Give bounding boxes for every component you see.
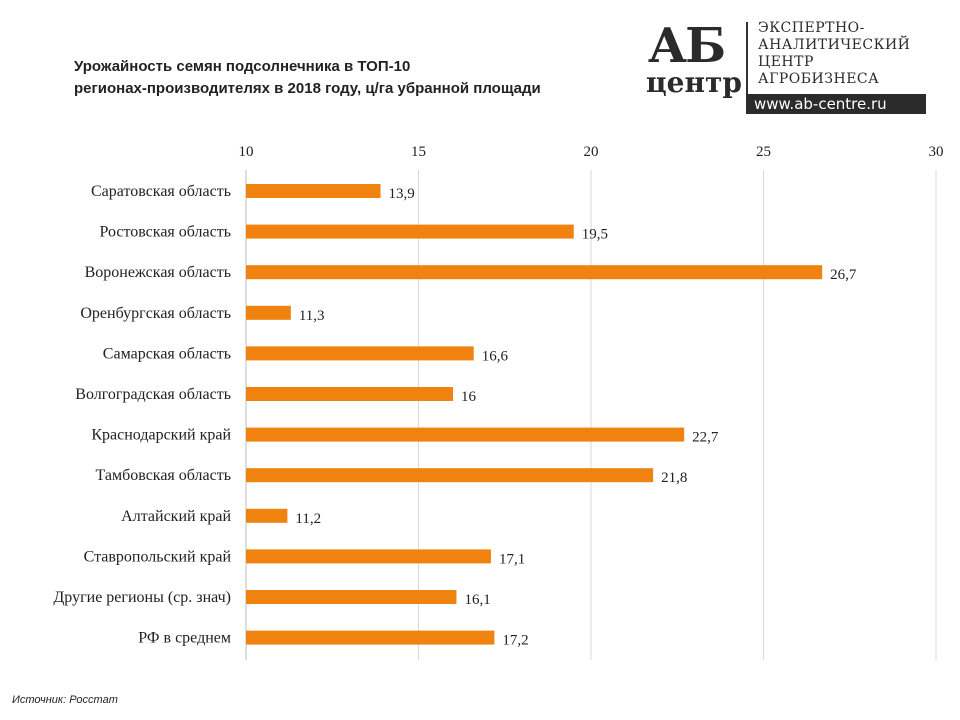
data-label: 19,5 xyxy=(582,227,608,243)
bar xyxy=(246,630,495,645)
data-label: 16,6 xyxy=(482,348,509,364)
logo-divider xyxy=(746,22,748,108)
category-label: РФ в среднем xyxy=(138,630,231,647)
title-line-1: Урожайность семян подсолнечника в ТОП-10 xyxy=(74,58,411,75)
logo-line: ЭКСПЕРТНО- xyxy=(758,20,865,36)
logo-line: ЦЕНТР xyxy=(758,54,814,70)
data-label: 16 xyxy=(461,389,477,405)
logo-mark: АБ xyxy=(648,18,726,74)
data-label: 11,2 xyxy=(295,511,321,527)
category-label: Ростовская область xyxy=(99,224,231,241)
bar xyxy=(246,305,291,320)
category-label: Волгоградская область xyxy=(75,386,231,403)
bar xyxy=(246,427,685,442)
logo-line: АГРОБИЗНЕСА xyxy=(758,71,880,87)
bar xyxy=(246,549,491,564)
category-label: Ставропольский край xyxy=(84,548,232,565)
data-label: 17,2 xyxy=(502,633,528,649)
bar xyxy=(246,468,654,483)
data-label: 22,7 xyxy=(692,430,719,446)
category-label: Саратовская область xyxy=(91,183,231,200)
chart-title: Урожайность семян подсолнечника в ТОП-10… xyxy=(74,56,541,100)
data-label: 17,1 xyxy=(499,551,525,567)
bar xyxy=(246,590,457,604)
x-tick-label: 20 xyxy=(584,144,599,160)
logo-mark-small: центр xyxy=(646,66,742,99)
bar xyxy=(246,346,474,361)
data-label: 26,7 xyxy=(830,267,857,283)
category-label: Краснодарский край xyxy=(91,427,231,444)
data-label: 13,9 xyxy=(389,186,415,202)
bar xyxy=(246,387,453,401)
category-label: Алтайский край xyxy=(121,508,231,525)
data-label: 21,8 xyxy=(661,470,687,486)
ab-centre-logo: АБ центр ЭКСПЕРТНО- АНАЛИТИЧЕСКИЙ ЦЕНТР … xyxy=(640,18,926,118)
category-label: Оренбургская область xyxy=(80,305,231,322)
logo-text: ЭКСПЕРТНО- АНАЛИТИЧЕСКИЙ ЦЕНТР АГРОБИЗНЕ… xyxy=(758,20,910,88)
source-note: Источник: Росстат xyxy=(12,694,118,706)
x-tick-label: 30 xyxy=(929,144,944,160)
logo-line: АНАЛИТИЧЕСКИЙ xyxy=(758,37,911,53)
title-line-2: регионах-производителях в 2018 году, ц/г… xyxy=(74,80,541,97)
category-label: Воронежская область xyxy=(85,264,231,281)
bar xyxy=(246,224,574,239)
x-tick-label: 10 xyxy=(239,144,254,160)
bar xyxy=(246,508,288,523)
bar xyxy=(246,184,381,198)
category-label: Самарская область xyxy=(103,345,231,362)
category-label: Тамбовская область xyxy=(95,467,231,484)
bar xyxy=(246,265,823,280)
category-label: Другие регионы (ср. знач) xyxy=(53,589,231,606)
logo-url: www.ab-centre.ru xyxy=(746,94,926,114)
x-tick-label: 15 xyxy=(411,144,426,160)
data-label: 11,3 xyxy=(299,308,325,324)
x-tick-label: 25 xyxy=(756,144,771,160)
data-label: 16,1 xyxy=(464,592,490,608)
